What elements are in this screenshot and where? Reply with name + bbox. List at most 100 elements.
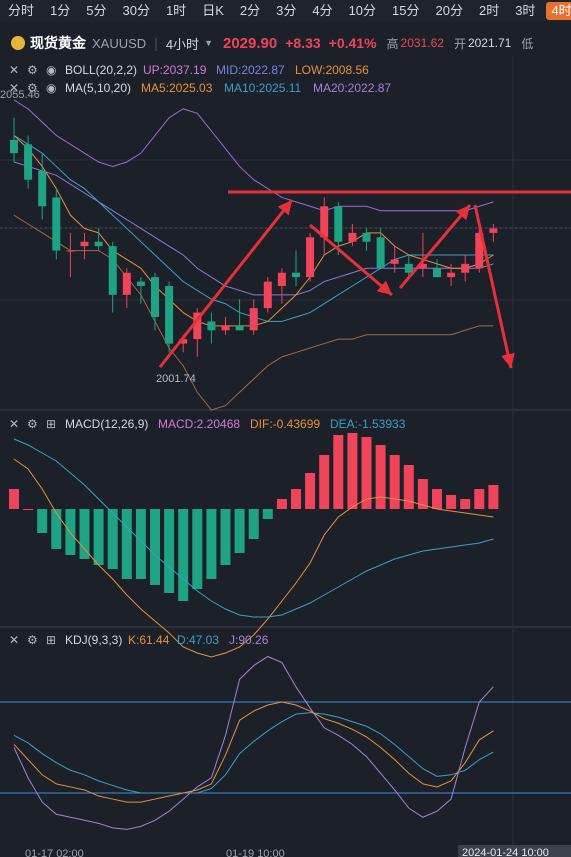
close-icon[interactable]: ✕ xyxy=(9,81,19,95)
eye-icon[interactable]: ◉ xyxy=(46,81,56,95)
candle xyxy=(306,237,315,278)
time-axis: 01-17 02:00 01-19 10:00 2024-01-24 10:00 xyxy=(25,845,571,857)
macd-bar xyxy=(220,509,231,565)
candle xyxy=(179,339,188,344)
macd-bar xyxy=(192,509,203,589)
expand-icon[interactable]: ⊞ xyxy=(46,417,56,431)
candle xyxy=(277,272,286,286)
expand-icon[interactable]: ⊞ xyxy=(46,633,56,647)
macd-bar xyxy=(206,509,217,579)
close-icon[interactable]: ✕ xyxy=(9,633,19,647)
symbol-bar: 现货黄金 XAUUSD | 4小时 ▼ 2029.90 +8.33 +0.41%… xyxy=(0,30,571,56)
dif-line xyxy=(13,458,494,658)
candle xyxy=(221,325,230,331)
open-label: 开 xyxy=(453,36,466,51)
macd-value: MACD:2.20468 xyxy=(158,417,240,431)
candle xyxy=(207,321,216,331)
macd-bar xyxy=(121,509,132,579)
candle xyxy=(10,139,18,154)
candle xyxy=(151,277,159,317)
macd-bar xyxy=(9,489,19,509)
macd-bar xyxy=(305,473,316,509)
crosshair-time-bg xyxy=(458,845,571,857)
price-change-pct: +0.41% xyxy=(328,35,377,51)
tab-3[interactable]: 30分 xyxy=(122,3,150,18)
tab-0[interactable]: 分时 xyxy=(8,3,35,18)
high-label: 高 xyxy=(386,36,399,51)
macd-bar xyxy=(403,465,414,509)
chevron-down-icon[interactable]: ▼ xyxy=(204,38,213,48)
candle xyxy=(136,281,145,286)
ma20-value: MA20:2022.87 xyxy=(313,81,391,95)
timeframe-selector[interactable]: 4小时 xyxy=(165,36,200,52)
tab-11[interactable]: 20分 xyxy=(435,3,463,18)
macd-name: MACD(12,26,9) xyxy=(65,417,148,431)
candle xyxy=(263,281,272,309)
trend-arrow xyxy=(309,223,393,297)
tab-8[interactable]: 4分 xyxy=(312,3,333,18)
k-line xyxy=(13,701,494,803)
tab-2[interactable]: 5分 xyxy=(86,3,107,18)
tab-14[interactable]: 4时 xyxy=(546,2,571,20)
tab-6[interactable]: 2分 xyxy=(239,3,261,18)
settings-icon[interactable]: ⚙ xyxy=(27,417,38,431)
macd-bar xyxy=(79,509,90,559)
tab-7[interactable]: 3分 xyxy=(276,3,297,18)
macd-bar xyxy=(417,479,428,509)
macd-bar xyxy=(361,437,372,509)
macd-pane[interactable] xyxy=(9,433,499,658)
eye-icon[interactable]: ◉ xyxy=(46,63,56,77)
macd-bar xyxy=(93,509,104,565)
last-price: 2029.90 xyxy=(222,34,278,52)
gold-coin-icon xyxy=(11,36,25,50)
candle xyxy=(376,237,385,269)
close-icon[interactable]: ✕ xyxy=(9,417,19,431)
ma-header: ✕ ⚙ ◉ MA(5,10,20) MA5:2025.03 MA10:2025.… xyxy=(9,81,391,95)
boll-up: UP:2037.19 xyxy=(143,63,207,77)
j-line xyxy=(13,655,494,830)
candle xyxy=(362,232,371,242)
candle xyxy=(489,228,498,233)
candle xyxy=(475,232,484,269)
candle xyxy=(249,308,258,331)
settings-icon[interactable]: ⚙ xyxy=(27,633,38,647)
kdj-name: KDJ(9,3,3) xyxy=(65,633,122,647)
kdj-header: ✕ ⚙ ⊞ KDJ(9,3,3) K:61.44 D:47.03 J:90.26 xyxy=(9,633,269,647)
time-label: 01-17 02:00 xyxy=(25,848,84,857)
tab-5[interactable]: 日K xyxy=(202,3,224,18)
timeframe-tabs: 分时1分5分30分1时日K2分3分4分10分15分20分2时3时4时6时 xyxy=(0,0,571,22)
candle xyxy=(38,170,47,207)
tab-10[interactable]: 15分 xyxy=(392,3,420,18)
macd-bar xyxy=(432,489,442,509)
candle xyxy=(66,250,75,252)
ma10-value: MA10:2025.11 xyxy=(224,81,301,95)
trend-arrow xyxy=(398,204,472,289)
macd-bar xyxy=(65,509,76,555)
j-value: J:90.26 xyxy=(229,633,269,647)
close-icon[interactable]: ✕ xyxy=(9,63,19,77)
main-price-pane[interactable] xyxy=(10,99,498,411)
settings-icon[interactable]: ⚙ xyxy=(27,63,38,77)
tab-13[interactable]: 3时 xyxy=(515,3,536,18)
kdj-pane[interactable] xyxy=(13,655,494,830)
ma5-value: MA5:2025.03 xyxy=(141,81,213,95)
trend-arrow xyxy=(473,204,513,369)
d-value: D:47.03 xyxy=(177,633,219,647)
candle xyxy=(404,263,413,273)
macd-bar xyxy=(107,509,118,569)
tab-12[interactable]: 2时 xyxy=(478,3,500,18)
candle xyxy=(348,232,357,242)
candle xyxy=(94,241,103,247)
symbol-name[interactable]: 现货黄金 xyxy=(30,35,86,51)
symbol-code: XAUUSD xyxy=(92,35,147,51)
boll-lower-line xyxy=(13,214,494,411)
settings-icon[interactable]: ⚙ xyxy=(27,81,38,95)
d-line xyxy=(13,712,494,794)
macd-bar xyxy=(248,509,259,539)
tab-9[interactable]: 10分 xyxy=(348,3,377,18)
tab-4[interactable]: 1时 xyxy=(165,3,187,18)
crosshair-time-label: 2024-01-24 10:00 xyxy=(462,847,549,857)
candle xyxy=(235,325,244,331)
tab-1[interactable]: 1分 xyxy=(50,3,71,18)
